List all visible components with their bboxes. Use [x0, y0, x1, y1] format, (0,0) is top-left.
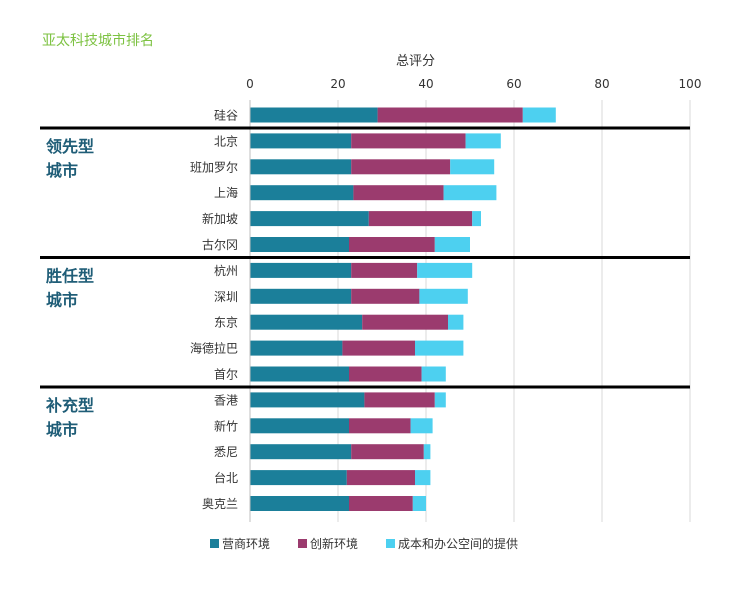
category-label-13: 新竹	[214, 418, 238, 433]
bar-segment-7-series-2	[351, 262, 418, 278]
legend-label-3: 成本和办公空间的提供	[398, 536, 518, 551]
bar-segment-9-series-1	[250, 314, 363, 330]
bar-segment-13-series-2	[349, 418, 411, 434]
bar-segment-12-series-1	[250, 392, 365, 408]
category-label-7: 杭州	[214, 263, 238, 278]
category-label-4: 上海	[214, 185, 238, 200]
category-label-8: 深圳	[214, 290, 238, 304]
bar-segment-8-series-3	[419, 288, 468, 304]
bar-segment-16-series-2	[349, 496, 413, 511]
bar-segment-4-series-3	[443, 185, 497, 201]
bar-segment-15-series-1	[250, 470, 347, 486]
bar-segment-1-series-1	[250, 107, 378, 123]
bar-segment-1-series-2	[377, 107, 523, 123]
x-tick-label-5: 100	[679, 77, 702, 91]
group-label-2-line-1: 胜任型	[46, 266, 94, 285]
category-label-16: 奥克兰	[202, 497, 238, 511]
bar-segment-14-series-2	[351, 444, 424, 460]
bar-segment-12-series-2	[364, 392, 435, 408]
bar-segment-6-series-1	[250, 237, 349, 252]
bar-segment-14-series-1	[250, 444, 352, 460]
bar-segment-9-series-2	[362, 314, 448, 330]
bar-segment-15-series-3	[415, 470, 431, 486]
bar-segment-9-series-3	[448, 314, 464, 330]
bar-segment-14-series-3	[423, 444, 431, 460]
x-tick-label-0: 0	[246, 77, 254, 91]
x-tick-label-3: 60	[506, 77, 521, 91]
bar-segment-6-series-3	[434, 237, 470, 252]
legend-label-2: 创新环境	[310, 536, 358, 551]
category-label-15: 台北	[214, 470, 238, 485]
bar-segment-7-series-1	[250, 262, 352, 278]
category-label-14: 悉尼	[214, 445, 238, 459]
category-label-9: 东京	[214, 316, 238, 330]
legend-swatch-2	[298, 539, 307, 548]
category-label-3: 班加罗尔	[190, 159, 238, 174]
bar-segment-4-series-1	[250, 185, 354, 201]
bar-segment-2-series-2	[351, 133, 466, 149]
bar-segment-11-series-3	[421, 366, 446, 382]
x-axis-title: 总评分	[396, 54, 436, 69]
bar-segment-15-series-2	[346, 470, 415, 486]
legend-label-1: 营商环境	[222, 536, 270, 551]
bar-segment-3-series-3	[450, 159, 495, 175]
bar-segment-11-series-2	[349, 366, 422, 382]
category-label-10: 海德拉巴	[190, 341, 238, 356]
bar-segment-16-series-3	[412, 496, 426, 511]
bar-segment-6-series-2	[349, 237, 435, 252]
category-label-11: 首尔	[214, 367, 238, 382]
bar-segment-3-series-2	[351, 159, 451, 175]
legend-swatch-1	[210, 539, 219, 548]
bar-segment-10-series-2	[342, 340, 415, 356]
bar-segment-13-series-3	[410, 418, 433, 434]
group-label-2-line-2: 城市	[46, 290, 78, 309]
bar-segment-16-series-1	[250, 496, 349, 511]
bar-segment-3-series-1	[250, 159, 352, 175]
bar-segment-11-series-1	[250, 366, 349, 382]
legend-swatch-3	[386, 539, 395, 548]
bar-segment-8-series-2	[351, 288, 420, 304]
bar-segment-12-series-3	[434, 392, 446, 408]
bar-segment-8-series-1	[250, 288, 352, 304]
category-label-6: 古尔冈	[202, 237, 238, 252]
bar-segment-1-series-3	[522, 107, 556, 123]
x-tick-label-1: 20	[330, 77, 345, 91]
bar-segment-13-series-1	[250, 418, 349, 434]
bar-segment-4-series-2	[353, 185, 444, 201]
bar-segment-10-series-1	[250, 340, 343, 356]
category-label-2: 北京	[214, 134, 238, 148]
bar-segment-5-series-2	[368, 211, 473, 227]
bar-segment-5-series-1	[250, 211, 369, 227]
x-tick-label-4: 80	[594, 77, 609, 91]
bar-segment-5-series-3	[472, 211, 481, 227]
bar-segment-7-series-3	[417, 262, 473, 278]
category-label-12: 香港	[214, 393, 238, 407]
x-tick-label-2: 40	[418, 77, 433, 91]
bar-segment-2-series-1	[250, 133, 352, 149]
chart-title: 亚太科技城市排名	[42, 33, 154, 49]
group-label-1-line-2: 城市	[46, 161, 78, 180]
category-label-1: 硅谷	[214, 109, 238, 123]
group-label-3-line-2: 城市	[46, 420, 78, 439]
category-label-5: 新加坡	[202, 211, 238, 226]
bar-segment-10-series-3	[415, 340, 464, 356]
group-label-1-line-1: 领先型	[46, 137, 94, 156]
bar-segment-2-series-3	[465, 133, 501, 149]
group-label-3-line-1: 补充型	[45, 396, 94, 415]
